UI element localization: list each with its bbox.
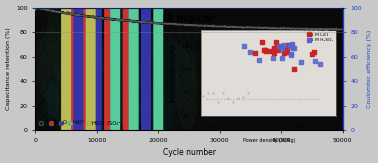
Circle shape	[111, 0, 119, 163]
Ellipse shape	[161, 36, 170, 63]
Circle shape	[105, 0, 113, 163]
Ellipse shape	[65, 21, 77, 59]
Ellipse shape	[152, 35, 171, 93]
Ellipse shape	[101, 44, 109, 68]
Y-axis label: Coulombic efficiency (%): Coulombic efficiency (%)	[367, 30, 372, 108]
Ellipse shape	[56, 91, 71, 137]
Ellipse shape	[80, 48, 97, 98]
Ellipse shape	[86, 0, 109, 68]
Ellipse shape	[161, 57, 167, 77]
Ellipse shape	[58, 58, 76, 112]
Ellipse shape	[65, 30, 86, 90]
Ellipse shape	[74, 54, 91, 106]
Circle shape	[80, 0, 89, 163]
Ellipse shape	[39, 108, 49, 137]
Ellipse shape	[158, 97, 169, 131]
Ellipse shape	[154, 85, 171, 137]
Ellipse shape	[144, 58, 153, 84]
Ellipse shape	[163, 92, 175, 131]
Circle shape	[142, 0, 150, 163]
Ellipse shape	[75, 81, 96, 145]
Ellipse shape	[164, 70, 175, 103]
Ellipse shape	[120, 79, 135, 124]
Legend: C, N, O, H₃O⁺, HSO₄⁻/SO₄²⁻: C, N, O, H₃O⁺, HSO₄⁻/SO₄²⁻	[38, 118, 125, 128]
Ellipse shape	[73, 82, 97, 154]
Ellipse shape	[85, 73, 105, 133]
Ellipse shape	[46, 21, 63, 70]
Ellipse shape	[157, 34, 174, 85]
Ellipse shape	[54, 79, 72, 133]
Ellipse shape	[150, 96, 158, 119]
Ellipse shape	[82, 86, 101, 144]
Ellipse shape	[56, 90, 78, 155]
Ellipse shape	[127, 34, 148, 96]
Ellipse shape	[46, 7, 65, 65]
Ellipse shape	[53, 60, 72, 115]
Ellipse shape	[35, 39, 48, 79]
Ellipse shape	[44, 74, 62, 128]
Ellipse shape	[132, 26, 144, 64]
Circle shape	[68, 0, 77, 163]
Ellipse shape	[46, 81, 59, 119]
Ellipse shape	[80, 104, 92, 139]
Ellipse shape	[36, 25, 195, 125]
Ellipse shape	[144, 56, 151, 77]
Ellipse shape	[118, 2, 142, 75]
Ellipse shape	[177, 71, 197, 130]
Ellipse shape	[146, 95, 164, 149]
Circle shape	[62, 0, 70, 163]
Ellipse shape	[136, 25, 149, 62]
Ellipse shape	[108, 2, 127, 59]
X-axis label: Cycle number: Cycle number	[163, 148, 215, 157]
Ellipse shape	[118, 22, 134, 71]
Ellipse shape	[157, 30, 167, 59]
Ellipse shape	[147, 17, 161, 59]
Circle shape	[87, 0, 95, 163]
Ellipse shape	[64, 81, 84, 140]
Ellipse shape	[53, 51, 64, 82]
Ellipse shape	[40, 36, 50, 65]
Ellipse shape	[122, 101, 135, 139]
Circle shape	[129, 0, 138, 163]
Ellipse shape	[178, 64, 187, 89]
Ellipse shape	[97, 83, 116, 141]
Y-axis label: Capacitance retention (%): Capacitance retention (%)	[6, 28, 11, 110]
Ellipse shape	[137, 98, 144, 119]
Ellipse shape	[99, 59, 105, 77]
Circle shape	[154, 0, 163, 163]
Circle shape	[93, 0, 101, 163]
Circle shape	[74, 0, 83, 163]
Ellipse shape	[62, 74, 70, 97]
Ellipse shape	[124, 67, 140, 116]
Ellipse shape	[40, 99, 54, 143]
Ellipse shape	[177, 47, 198, 111]
Text: 12 mg/cm²: 12 mg/cm²	[160, 14, 218, 24]
Ellipse shape	[159, 65, 176, 117]
Ellipse shape	[155, 35, 175, 96]
Ellipse shape	[42, 64, 53, 100]
Ellipse shape	[158, 95, 174, 141]
Circle shape	[123, 0, 132, 163]
